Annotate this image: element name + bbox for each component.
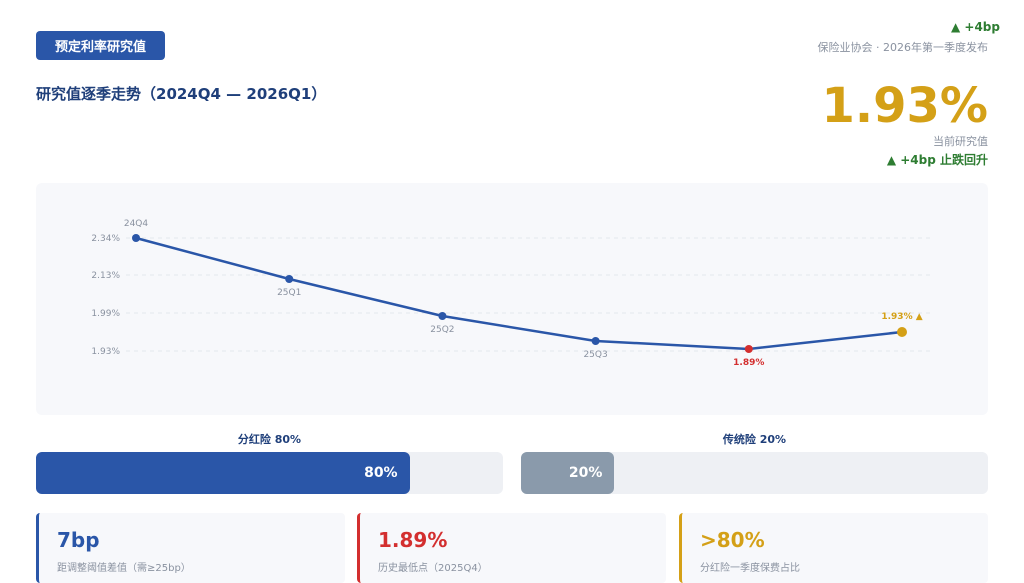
line-chart: 2.34% 2.13% 1.99% 1.93% 24Q4 25Q1 25Q2 25Q3 1.89… [91, 219, 932, 368]
stat-desc: 分红险一季度保费占比 [700, 563, 800, 574]
point-label: 25Q3 [583, 350, 607, 360]
y-tick-label: 1.93% [91, 347, 120, 357]
data-point [285, 275, 294, 283]
dividend-label: 分红险 80% [237, 433, 302, 446]
data-point [897, 327, 907, 337]
stat-card-threshold: 7bp 距调整阈值差值（需≥25bp） [36, 513, 345, 583]
stat-value: 1.89% [378, 528, 448, 552]
traditional-bar-value: 20% [568, 465, 603, 481]
traditional-label: 传统险 20% [722, 433, 787, 446]
stat-value: >80% [700, 528, 765, 552]
traditional-bar-track: 20% [521, 452, 988, 494]
stat-card-low: 1.89% 历史最低点（2025Q4） [357, 513, 666, 583]
data-point [744, 345, 753, 353]
data-point [438, 312, 447, 320]
stat-desc: 距调整阈值差值（需≥25bp） [57, 563, 191, 574]
chart-title: 研究值逐季走势（2024Q4 — 2026Q1） [36, 85, 327, 103]
chart-panel: 2.34% 2.13% 1.99% 1.93% 24Q4 25Q1 25Q2 25Q3 1.89… [36, 183, 988, 415]
y-tick-label: 1.99% [91, 309, 120, 319]
current-value: 1.93% [821, 78, 988, 134]
data-point [591, 337, 600, 345]
point-label: 1.93% ▲ [881, 312, 922, 322]
point-label: 25Q1 [277, 288, 301, 298]
y-tick-label: 2.13% [91, 271, 120, 281]
stat-card-share: >80% 分红险一季度保费占比 [679, 513, 988, 583]
current-change: ▲ +4bp 止跌回升 [886, 153, 988, 167]
dividend-bar-value: 80% [364, 465, 398, 481]
stat-desc: 历史最低点（2025Q4） [378, 563, 488, 574]
tag-badge: 预定利率研究值 [36, 31, 165, 60]
point-label: 25Q2 [430, 325, 454, 335]
y-tick-label: 2.34% [91, 234, 120, 244]
point-label: 24Q4 [124, 219, 149, 229]
top-delta-badge: ▲ +4bp [951, 20, 1000, 34]
current-label: 当前研究值 [933, 135, 988, 148]
traditional-bar-fill: 20% [521, 452, 615, 494]
data-point [132, 234, 140, 242]
series-line [135, 236, 903, 351]
stat-value: 7bp [57, 528, 100, 552]
point-label: 1.89% [733, 358, 764, 368]
source-note: 保险业协会 · 2026年第一季度发布 [817, 41, 988, 54]
dividend-bar-fill: 80% [36, 452, 410, 494]
dividend-bar-track: 80% [36, 452, 503, 494]
